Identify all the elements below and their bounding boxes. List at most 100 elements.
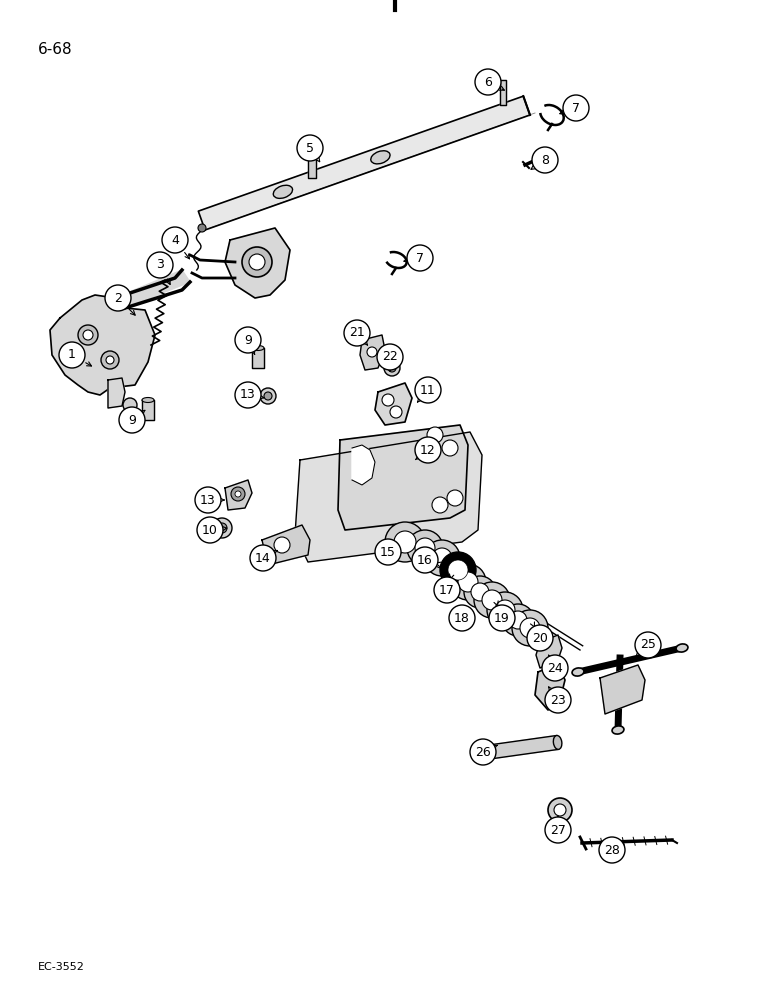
Text: 8: 8 bbox=[541, 153, 549, 166]
Circle shape bbox=[123, 398, 137, 412]
Circle shape bbox=[415, 437, 441, 463]
Ellipse shape bbox=[572, 668, 584, 676]
Circle shape bbox=[532, 147, 558, 173]
Circle shape bbox=[458, 572, 478, 592]
Ellipse shape bbox=[474, 747, 482, 761]
Circle shape bbox=[377, 344, 403, 370]
Circle shape bbox=[274, 537, 290, 553]
Ellipse shape bbox=[554, 735, 562, 749]
Circle shape bbox=[424, 540, 460, 576]
Text: 21: 21 bbox=[349, 326, 365, 340]
Circle shape bbox=[212, 518, 232, 538]
Circle shape bbox=[105, 285, 131, 311]
Circle shape bbox=[509, 611, 527, 629]
Polygon shape bbox=[198, 96, 530, 230]
Polygon shape bbox=[115, 270, 190, 308]
Circle shape bbox=[450, 564, 486, 600]
Text: 5: 5 bbox=[306, 141, 314, 154]
Circle shape bbox=[432, 548, 452, 568]
Circle shape bbox=[599, 837, 625, 863]
Circle shape bbox=[217, 523, 227, 533]
Circle shape bbox=[412, 547, 438, 573]
Polygon shape bbox=[600, 665, 645, 714]
Circle shape bbox=[520, 618, 540, 638]
Circle shape bbox=[250, 545, 276, 571]
Circle shape bbox=[197, 517, 223, 543]
Text: 2: 2 bbox=[114, 292, 122, 304]
Ellipse shape bbox=[142, 397, 154, 402]
Circle shape bbox=[489, 605, 515, 631]
Text: 1: 1 bbox=[68, 349, 76, 361]
Polygon shape bbox=[295, 432, 482, 562]
Circle shape bbox=[384, 360, 400, 376]
Text: 28: 28 bbox=[604, 844, 620, 856]
Circle shape bbox=[548, 798, 572, 822]
Circle shape bbox=[264, 392, 272, 400]
Circle shape bbox=[367, 347, 377, 357]
Text: 14: 14 bbox=[255, 552, 271, 564]
Text: 9: 9 bbox=[244, 334, 252, 347]
Polygon shape bbox=[142, 400, 154, 420]
Polygon shape bbox=[225, 480, 252, 510]
Circle shape bbox=[415, 377, 441, 403]
Circle shape bbox=[394, 531, 416, 553]
Ellipse shape bbox=[273, 185, 293, 198]
Circle shape bbox=[447, 490, 463, 506]
Polygon shape bbox=[308, 148, 316, 178]
Polygon shape bbox=[352, 445, 375, 485]
Text: 13: 13 bbox=[240, 388, 256, 401]
Circle shape bbox=[83, 330, 93, 340]
Polygon shape bbox=[375, 383, 412, 425]
Circle shape bbox=[385, 522, 425, 562]
Polygon shape bbox=[108, 378, 125, 408]
Circle shape bbox=[235, 327, 261, 353]
Circle shape bbox=[162, 227, 188, 253]
Circle shape bbox=[407, 530, 443, 566]
Circle shape bbox=[106, 356, 114, 364]
Polygon shape bbox=[536, 635, 562, 668]
Circle shape bbox=[415, 538, 435, 558]
Circle shape bbox=[231, 487, 245, 501]
Circle shape bbox=[440, 552, 476, 588]
Circle shape bbox=[542, 655, 568, 681]
Circle shape bbox=[147, 252, 173, 278]
Circle shape bbox=[545, 687, 571, 713]
Text: 11: 11 bbox=[420, 383, 436, 396]
Circle shape bbox=[388, 364, 396, 372]
Circle shape bbox=[635, 632, 661, 658]
Text: 10: 10 bbox=[202, 524, 218, 536]
Polygon shape bbox=[500, 80, 506, 105]
Text: 4: 4 bbox=[171, 233, 179, 246]
Polygon shape bbox=[535, 664, 565, 710]
Circle shape bbox=[482, 590, 502, 610]
Circle shape bbox=[527, 625, 553, 651]
Text: 6-68: 6-68 bbox=[38, 42, 73, 57]
Text: 15: 15 bbox=[380, 546, 396, 558]
Circle shape bbox=[260, 388, 276, 404]
Circle shape bbox=[242, 247, 272, 277]
Circle shape bbox=[375, 539, 401, 565]
Ellipse shape bbox=[371, 151, 390, 164]
Circle shape bbox=[382, 394, 394, 406]
Circle shape bbox=[195, 487, 221, 513]
Text: 24: 24 bbox=[547, 662, 563, 674]
Circle shape bbox=[563, 95, 589, 121]
Circle shape bbox=[449, 605, 475, 631]
Circle shape bbox=[434, 577, 460, 603]
Text: 17: 17 bbox=[439, 584, 455, 596]
Circle shape bbox=[297, 135, 323, 161]
Circle shape bbox=[59, 342, 85, 368]
Circle shape bbox=[554, 804, 566, 816]
Text: 9: 9 bbox=[128, 414, 136, 426]
Circle shape bbox=[235, 491, 241, 497]
Circle shape bbox=[432, 497, 448, 513]
Circle shape bbox=[249, 254, 265, 270]
Ellipse shape bbox=[252, 346, 264, 351]
Circle shape bbox=[475, 69, 501, 95]
Ellipse shape bbox=[612, 726, 624, 734]
Circle shape bbox=[442, 440, 458, 456]
Text: 3: 3 bbox=[156, 258, 164, 271]
Circle shape bbox=[390, 406, 402, 418]
Text: EC-3552: EC-3552 bbox=[38, 962, 85, 972]
Text: 13: 13 bbox=[200, 493, 216, 506]
